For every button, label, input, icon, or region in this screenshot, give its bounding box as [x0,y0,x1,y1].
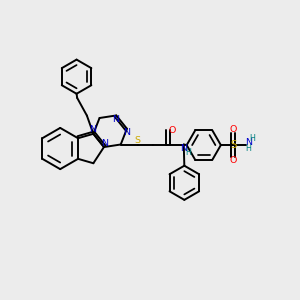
Text: N: N [245,138,252,147]
Text: O: O [230,125,237,134]
Text: H: H [250,134,256,143]
Text: S: S [230,140,236,150]
Text: H: H [185,148,191,157]
Text: H: H [246,143,251,152]
Text: N: N [89,125,96,134]
Text: O: O [230,157,237,166]
Text: N: N [112,115,119,124]
Text: N: N [101,139,108,148]
Text: N: N [123,128,130,137]
Text: O: O [168,126,176,135]
Text: S: S [135,136,141,145]
Text: N: N [180,144,187,153]
